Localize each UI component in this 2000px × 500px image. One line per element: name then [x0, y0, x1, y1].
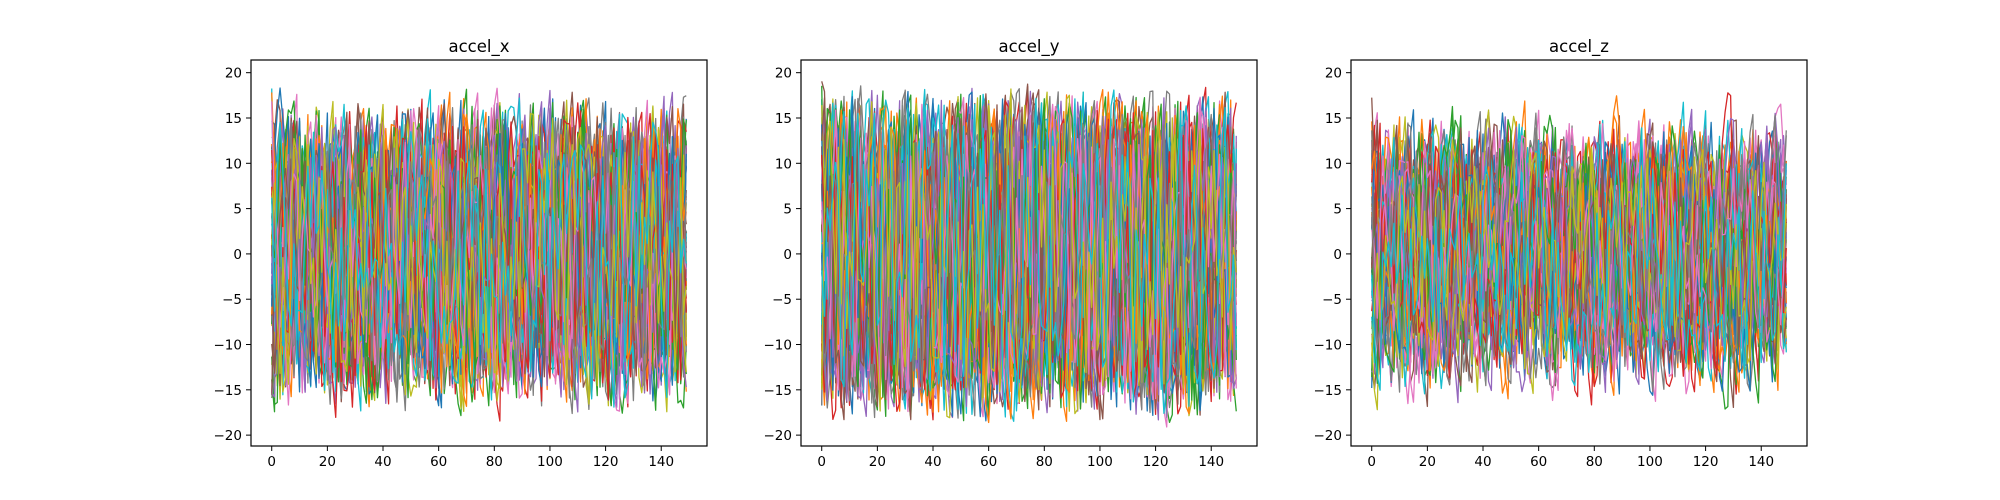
x-tick-label: 80	[1586, 454, 1603, 470]
y-tick-label: 5	[783, 202, 792, 218]
x-tick-label: 20	[1419, 454, 1436, 470]
x-tick-label: 60	[1530, 454, 1547, 470]
x-tick-label: 60	[980, 454, 997, 470]
x-tick-label: 40	[924, 454, 941, 470]
tick-group: 0 20 40 60 80 100 120 140 −20 −15 −10 −5 0 5 10 15 20	[1314, 66, 1775, 470]
y-tick-label: −20	[214, 428, 243, 444]
series-line	[821, 89, 1237, 421]
subplot-accel-x: 0 20 40 60 80 100 120 140 −20 −15 −10 −5 0 5 10 15 20 ac…	[214, 37, 708, 470]
x-tick-label: 40	[1474, 454, 1491, 470]
y-tick-label: −20	[1314, 428, 1343, 444]
y-tick-label: −10	[214, 338, 243, 354]
y-tick-label: 20	[775, 66, 792, 82]
y-tick-label: 20	[1325, 66, 1342, 82]
y-tick-label: 15	[225, 111, 242, 127]
y-tick-label: 0	[1333, 247, 1342, 263]
series-lines	[271, 87, 687, 422]
y-tick-label: −5	[222, 292, 242, 308]
series-lines	[821, 81, 1237, 428]
y-tick-label: −15	[214, 383, 243, 399]
y-tick-label: 0	[783, 247, 792, 263]
y-tick-label: 5	[233, 202, 242, 218]
y-tick-label: −5	[1322, 292, 1342, 308]
y-tick-label: −15	[1314, 383, 1343, 399]
x-tick-label: 100	[537, 454, 563, 470]
y-tick-label: −10	[764, 338, 793, 354]
y-tick-label: 10	[225, 156, 242, 172]
y-tick-label: −15	[764, 383, 793, 399]
series-line	[1371, 139, 1787, 370]
y-tick-label: 20	[225, 66, 242, 82]
x-tick-label: 60	[430, 454, 447, 470]
y-tick-label: −10	[1314, 338, 1343, 354]
x-tick-label: 80	[1036, 454, 1053, 470]
series-line	[1371, 113, 1787, 390]
x-tick-label: 0	[817, 454, 826, 470]
x-tick-label: 140	[1198, 454, 1224, 470]
axes-frame	[800, 59, 1258, 447]
x-tick-label: 120	[1693, 454, 1719, 470]
y-tick-label: 15	[1325, 111, 1342, 127]
y-tick-label: 10	[775, 156, 792, 172]
x-tick-label: 0	[1367, 454, 1376, 470]
x-tick-label: 0	[267, 454, 276, 470]
series-line	[271, 97, 687, 408]
series-line	[821, 103, 1237, 400]
x-tick-label: 120	[593, 454, 619, 470]
x-tick-label: 140	[648, 454, 674, 470]
series-line	[1371, 127, 1787, 391]
y-tick-label: −20	[764, 428, 793, 444]
series-line	[821, 88, 1237, 412]
subplot-title: accel_x	[448, 37, 509, 57]
axes-frame	[250, 59, 708, 447]
subplot-title: accel_z	[1549, 37, 1609, 57]
series-line	[271, 107, 687, 403]
series-line	[271, 101, 687, 412]
tick-group: 0 20 40 60 80 100 120 140 −20 −15 −10 −5 0 5 10 15 20	[764, 66, 1225, 470]
x-tick-label: 120	[1143, 454, 1169, 470]
x-tick-label: 80	[486, 454, 503, 470]
x-tick-label: 100	[1637, 454, 1663, 470]
series-line	[1371, 112, 1787, 372]
axes-frame	[1350, 59, 1808, 447]
x-tick-label: 20	[319, 454, 336, 470]
y-tick-label: 0	[233, 247, 242, 263]
tick-group: 0 20 40 60 80 100 120 140 −20 −15 −10 −5 0 5 10 15 20	[214, 66, 675, 470]
y-tick-label: 5	[1333, 202, 1342, 218]
x-tick-label: 100	[1087, 454, 1113, 470]
x-tick-label: 20	[869, 454, 886, 470]
subplot-accel-y: 0 20 40 60 80 100 120 140 −20 −15 −10 −5 0 5 10 15 20 ac…	[764, 37, 1258, 470]
series-line	[821, 89, 1237, 418]
x-tick-label: 140	[1748, 454, 1774, 470]
series-lines	[1371, 92, 1787, 411]
x-tick-label: 40	[374, 454, 391, 470]
y-tick-label: 15	[775, 111, 792, 127]
subplot-accel-z: 0 20 40 60 80 100 120 140 −20 −15 −10 −5 0 5 10 15 20 ac…	[1314, 37, 1808, 470]
subplot-title: accel_y	[998, 37, 1059, 57]
y-tick-label: −5	[772, 292, 792, 308]
y-tick-label: 10	[1325, 156, 1342, 172]
